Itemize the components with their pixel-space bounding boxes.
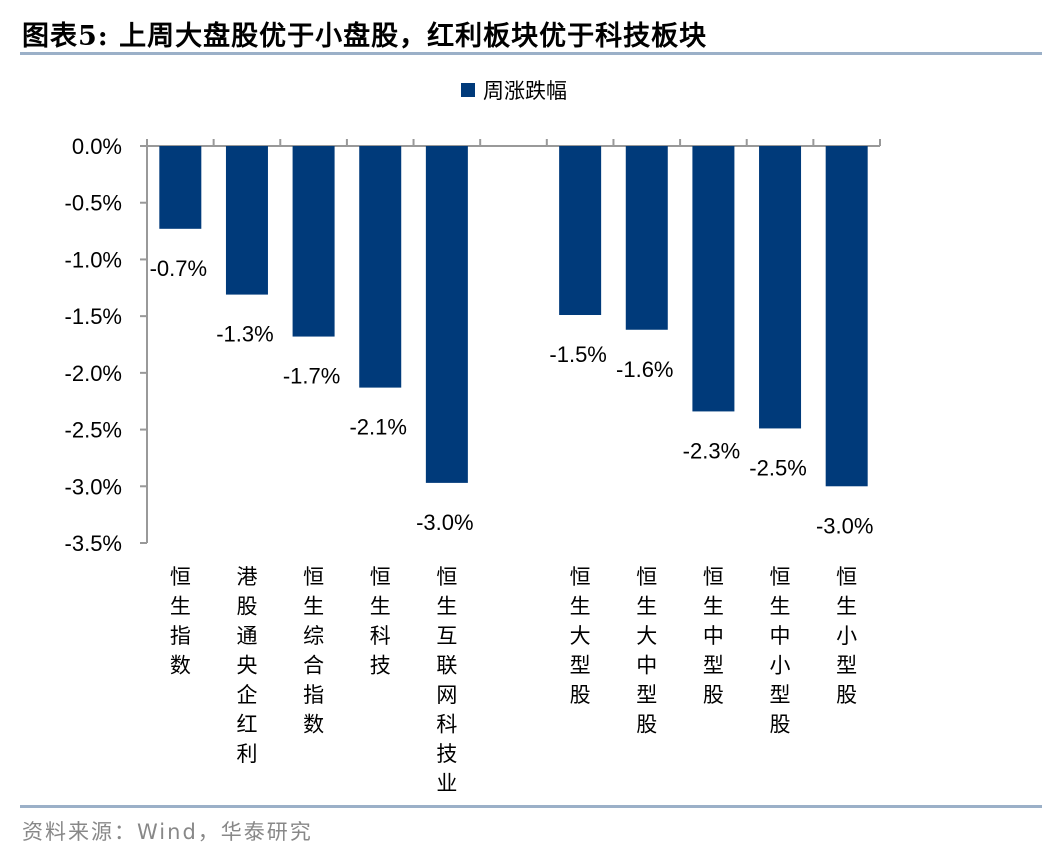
category-label-char: 型: [636, 683, 657, 707]
category-label-char: 恒: [836, 565, 857, 589]
bar: [225, 146, 268, 295]
category-label-char: 生: [170, 595, 191, 619]
category-label-char: 技: [436, 742, 457, 766]
title-rule: [20, 52, 1042, 55]
category-label-char: 生: [570, 595, 591, 619]
y-tick-label: 0.0%: [72, 134, 122, 159]
bar: [559, 146, 602, 316]
legend-swatch: [461, 83, 475, 97]
category-label-char: 恒: [770, 565, 791, 589]
category-label-char: 股: [703, 683, 724, 707]
category-label-char: 红: [236, 713, 257, 737]
bar: [292, 146, 335, 337]
category-label-char: 数: [170, 654, 191, 678]
bar: [692, 146, 735, 412]
data-label: -2.3%: [683, 438, 740, 463]
category-label-char: 恒: [570, 565, 591, 589]
data-label: -0.7%: [150, 256, 207, 281]
category-label-char: 指: [170, 624, 191, 648]
category-label-char: 合: [303, 654, 324, 678]
category-label-char: 联: [436, 654, 457, 678]
category-label-char: 中: [636, 654, 657, 678]
bar: [825, 146, 868, 487]
category-label-char: 科: [370, 624, 391, 648]
category-label-char: 恒: [636, 565, 657, 589]
footer-rule: [20, 805, 1042, 808]
category-label-char: 型: [703, 654, 724, 678]
source-note: 资料来源：Wind，华泰研究: [22, 820, 313, 844]
category-label-char: 生: [703, 595, 724, 619]
category-label-char: 生: [436, 595, 457, 619]
category-label-char: 生: [836, 595, 857, 619]
category-label-char: 恒: [370, 565, 391, 589]
data-label: -3.0%: [816, 513, 873, 538]
category-label-char: 股: [236, 595, 257, 619]
data-label: -1.7%: [283, 364, 340, 389]
bar: [425, 146, 468, 483]
y-tick-label: -2.5%: [65, 418, 122, 443]
category-label-char: 通: [236, 624, 257, 648]
category-label-char: 中: [770, 624, 791, 648]
y-tick-label: -1.5%: [65, 304, 122, 329]
category-label-char: 指: [303, 683, 324, 707]
category-label-char: 业: [436, 772, 457, 796]
y-tick-label: -0.5%: [65, 191, 122, 216]
chart-title: 图表5: 上周大盘股优于小盘股，红利板块优于科技板块: [22, 21, 708, 52]
category-label-char: 大: [636, 624, 657, 648]
category-label-char: 股: [636, 713, 657, 737]
data-label: -1.5%: [549, 342, 606, 367]
category-label-char: 生: [303, 595, 324, 619]
data-label: -1.6%: [616, 357, 673, 382]
category-label-char: 生: [636, 595, 657, 619]
category-label-char: 股: [836, 683, 857, 707]
y-tick-label: -1.0%: [65, 247, 122, 272]
category-label-char: 综: [303, 624, 324, 648]
category-label-char: 型: [836, 654, 857, 678]
data-label: -2.5%: [749, 455, 806, 480]
category-label-char: 央: [236, 654, 257, 678]
data-label: -2.1%: [349, 415, 406, 440]
category-label-char: 生: [370, 595, 391, 619]
category-label-char: 股: [770, 713, 791, 737]
data-label: -3.0%: [416, 510, 473, 535]
category-label-char: 互: [436, 624, 457, 648]
category-label-char: 型: [570, 654, 591, 678]
category-label-char: 科: [436, 713, 457, 737]
category-label-char: 型: [770, 683, 791, 707]
category-label-char: 恒: [436, 565, 457, 589]
y-tick-label: -2.0%: [65, 361, 122, 386]
category-label-char: 网: [436, 683, 457, 707]
category-label-char: 利: [236, 742, 257, 766]
category-label-char: 大: [570, 624, 591, 648]
category-label-char: 股: [570, 683, 591, 707]
category-label-char: 技: [370, 654, 391, 678]
legend-label: 周涨跌幅: [483, 79, 567, 103]
category-label-char: 生: [770, 595, 791, 619]
category-label-char: 恒: [170, 565, 191, 589]
category-label-char: 恒: [303, 565, 324, 589]
category-label-char: 小: [836, 624, 857, 648]
y-tick-label: -3.5%: [65, 531, 122, 556]
bar: [625, 146, 668, 330]
y-tick-label: -3.0%: [65, 474, 122, 499]
category-label-char: 恒: [703, 565, 724, 589]
bar: [159, 146, 202, 229]
bar: [359, 146, 402, 388]
category-label-char: 中: [703, 624, 724, 648]
data-label: -1.3%: [216, 322, 273, 347]
category-label-char: 数: [303, 713, 324, 737]
category-label-char: 小: [770, 654, 791, 678]
bar: [759, 146, 802, 429]
category-label-char: 港: [236, 565, 257, 589]
category-label-char: 企: [236, 683, 257, 707]
